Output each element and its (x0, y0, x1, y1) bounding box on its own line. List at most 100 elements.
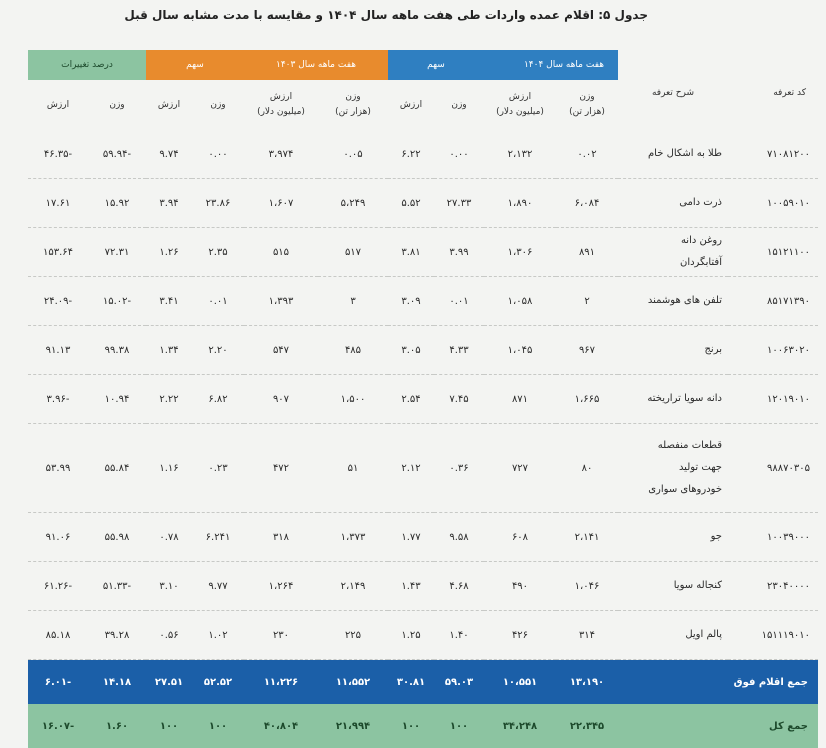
table-row: ۹۸۸۷۰۳۰۵ قطعات منفصله جهت تولید خودروهای … (28, 423, 818, 513)
value-cell: ۶،۰۸۴ (556, 178, 618, 228)
value-cell: ۲۷.۳۳ (434, 178, 484, 228)
table-row: ۲۳۰۴۰۰۰۰ کنجاله سویا ۱،۰۴۶ ۴۹۰ ۴.۶۸ ۱.۴۳ ۲،۱۴۹… (28, 561, 818, 611)
value-cell: ۲.۱۲ (388, 423, 434, 513)
col-header-share-value-1403: ارزش (157, 99, 181, 110)
value-cell: ۱،۰۴۶ (556, 561, 618, 611)
value-cell: ۳ (318, 276, 388, 326)
col-header-weight-1403: وزن (هزار تن) (335, 92, 371, 117)
value-cell: ۰.۰۰ (434, 130, 484, 179)
total-label: جمع کل (618, 704, 818, 748)
value-cell: ۹۱.۰۶ (28, 512, 88, 562)
table-row: ۱۰۰۵۹۰۱۰ ذرت دامی ۶،۰۸۴ ۱،۸۹۰ ۲۷.۳۳ ۵.۵۲ ۵،۲۴۹… (28, 178, 818, 228)
value-cell: ۹۹.۳۸ (88, 325, 146, 375)
sum-cell: ۲۷.۵۱ (146, 659, 192, 704)
group-header-change: درصد تغییرات (28, 50, 146, 80)
description-cell: ذرت دامی (618, 178, 728, 228)
sum-row: جمع اقلام فوق ۱۳،۱۹۰ ۱۰،۵۵۱ ۵۹.۰۳ ۳۰.۸۱ … (28, 659, 818, 704)
value-cell: ۰.۰۱ (192, 276, 244, 326)
value-cell: ۱،۶۰۷ (244, 178, 318, 228)
column-header-row: کد تعرفه شرح تعرفه وزن (هزار تن) ارزش (م… (28, 80, 818, 130)
value-cell: ۲،۱۴۱ (556, 512, 618, 562)
table-row: ۱۰۰۳۹۰۰۰ جو ۲،۱۴۱ ۶۰۸ ۹.۵۸ ۱.۷۷ ۱،۳۷۳ ۳۱۸ ۶.۲۴۱ ۰… (28, 512, 818, 562)
sum-cell: ۱۳،۱۹۰ (556, 659, 618, 704)
value-cell: ۷۲.۳۱ (88, 227, 146, 277)
tariff-code-cell: ۱۰۰۶۳۰۲۰ (728, 325, 818, 375)
value-cell: ۵۱۷ (318, 227, 388, 277)
value-cell: ۱،۲۶۴ (244, 561, 318, 611)
description-cell: دانه سویا تراریخته (618, 374, 728, 424)
col-header-share-weight-1403: وزن (210, 99, 226, 110)
value-cell: ۰.۰۱ (434, 276, 484, 326)
value-cell: -۲۴.۰۹ (28, 276, 88, 326)
value-cell: ۱۵۳.۶۴ (28, 227, 88, 277)
value-cell: ۴۲۶ (484, 610, 556, 660)
tariff-code-cell: ۷۱۰۸۱۲۰۰ (728, 130, 818, 179)
value-cell: ۱.۷۷ (388, 512, 434, 562)
table-row: ۷۱۰۸۱۲۰۰ طلا به اشکال خام ۰.۰۲ ۲،۱۳۲ ۰.۰۰ ۶.۲… (28, 130, 818, 179)
value-cell: ۹۰۷ (244, 374, 318, 424)
col-header-share-value-1404: ارزش (399, 99, 423, 110)
table-body: ۷۱۰۸۱۲۰۰ طلا به اشکال خام ۰.۰۲ ۲،۱۳۲ ۰.۰۰ ۶.۲… (28, 130, 818, 660)
value-cell: -۶۱.۲۶ (28, 561, 88, 611)
value-cell: ۵۴۷ (244, 325, 318, 375)
table-row: ۱۵۱۱۱۹۰۱۰ پالم اویل ۳۱۴ ۴۲۶ ۱.۴۰ ۱.۲۵ ۲۲۵ ۲۳۰ ۱.… (28, 610, 818, 660)
value-cell: ۱.۳۴ (146, 325, 192, 375)
value-cell: ۲،۱۳۲ (484, 130, 556, 179)
total-cell: ۲۲،۳۴۵ (556, 704, 618, 748)
value-cell: ۳۱۴ (556, 610, 618, 660)
col-header-share-weight-1404: وزن (451, 99, 467, 110)
value-cell: -۳.۹۶ (28, 374, 88, 424)
total-cell: ۱.۶۰ (88, 704, 146, 748)
value-cell: ۰.۰۵ (318, 130, 388, 179)
tariff-code-cell: ۱۲۰۱۹۰۱۰ (728, 374, 818, 424)
col-header-code: کد تعرفه (773, 88, 806, 98)
sum-cell: ۱۰،۵۵۱ (484, 659, 556, 704)
value-cell: ۰.۵۶ (146, 610, 192, 660)
value-cell: -۵۱.۳۳ (88, 561, 146, 611)
tariff-code-cell: ۸۵۱۷۱۳۹۰ (728, 276, 818, 326)
description-cell: پالم اویل (618, 610, 728, 660)
description-cell: طلا به اشکال خام (618, 130, 728, 179)
total-row: جمع کل ۲۲،۳۴۵ ۳۴،۲۴۸ ۱۰۰ ۱۰۰ ۲۱،۹۹۴ ۴۰،۸… (28, 704, 818, 748)
value-cell: ۹.۷۴ (146, 130, 192, 179)
sum-cell: -۶.۰۱ (28, 659, 88, 704)
col-header-weight-1404: وزن (هزار تن) (569, 92, 605, 117)
sum-cell: ۱۴.۱۸ (88, 659, 146, 704)
value-cell: ۱،۸۹۰ (484, 178, 556, 228)
value-cell: ۹.۵۸ (434, 512, 484, 562)
total-cell: ۲۱،۹۹۴ (318, 704, 388, 748)
col-header-value-1404: ارزش (میلیون دلار) (496, 92, 544, 117)
value-cell: ۷.۴۵ (434, 374, 484, 424)
table-row: ۱۵۱۲۱۱۰۰ روغن دانه آفتابگردان ۸۹۱ ۱،۳۰۶ ۳.۹۹… (28, 227, 818, 277)
tariff-code-cell: ۱۰۰۳۹۰۰۰ (728, 512, 818, 562)
value-cell: ۵،۲۴۹ (318, 178, 388, 228)
value-cell: ۶.۲۲ (388, 130, 434, 179)
value-cell: ۱.۴۰ (434, 610, 484, 660)
imports-table: هفت ماهه سال ۱۴۰۴ سهم هفت ماهه سال ۱۴۰۳ … (28, 50, 818, 748)
value-cell: -۱۵.۰۲ (88, 276, 146, 326)
value-cell: ۰.۲۳ (192, 423, 244, 513)
total-cell: ۳۴،۲۴۸ (484, 704, 556, 748)
value-cell: ۱،۳۷۳ (318, 512, 388, 562)
table-row: ۸۵۱۷۱۳۹۰ تلفن های هوشمند ۲ ۱،۰۵۸ ۰.۰۱ ۳.۰۹ ۳ ۱،… (28, 276, 818, 326)
value-cell: ۱.۲۵ (388, 610, 434, 660)
value-cell: ۲.۵۴ (388, 374, 434, 424)
col-header-change-value: ارزش (46, 99, 70, 110)
total-cell: ۱۰۰ (434, 704, 484, 748)
value-cell: ۸۵.۱۸ (28, 610, 88, 660)
tariff-code-cell: ۱۵۱۱۱۹۰۱۰ (728, 610, 818, 660)
col-header-value-1403: ارزش (میلیون دلار) (257, 92, 305, 117)
value-cell: ۱،۵۰۰ (318, 374, 388, 424)
value-cell: ۰.۰۲ (556, 130, 618, 179)
value-cell: ۷۲۷ (484, 423, 556, 513)
value-cell: ۳.۸۱ (388, 227, 434, 277)
value-cell: ۹.۷۷ (192, 561, 244, 611)
value-cell: ۱،۶۶۵ (556, 374, 618, 424)
page: جدول ۵: اقلام عمده واردات طی هفت ماهه سا… (28, 8, 818, 748)
sum-cell: ۵۹.۰۳ (434, 659, 484, 704)
value-cell: ۸۷۱ (484, 374, 556, 424)
sum-cell: ۳۰.۸۱ (388, 659, 434, 704)
tariff-code-cell: ۱۵۱۲۱۱۰۰ (728, 227, 818, 277)
value-cell: ۵۳.۹۹ (28, 423, 88, 513)
tariff-code-cell: ۲۳۰۴۰۰۰۰ (728, 561, 818, 611)
